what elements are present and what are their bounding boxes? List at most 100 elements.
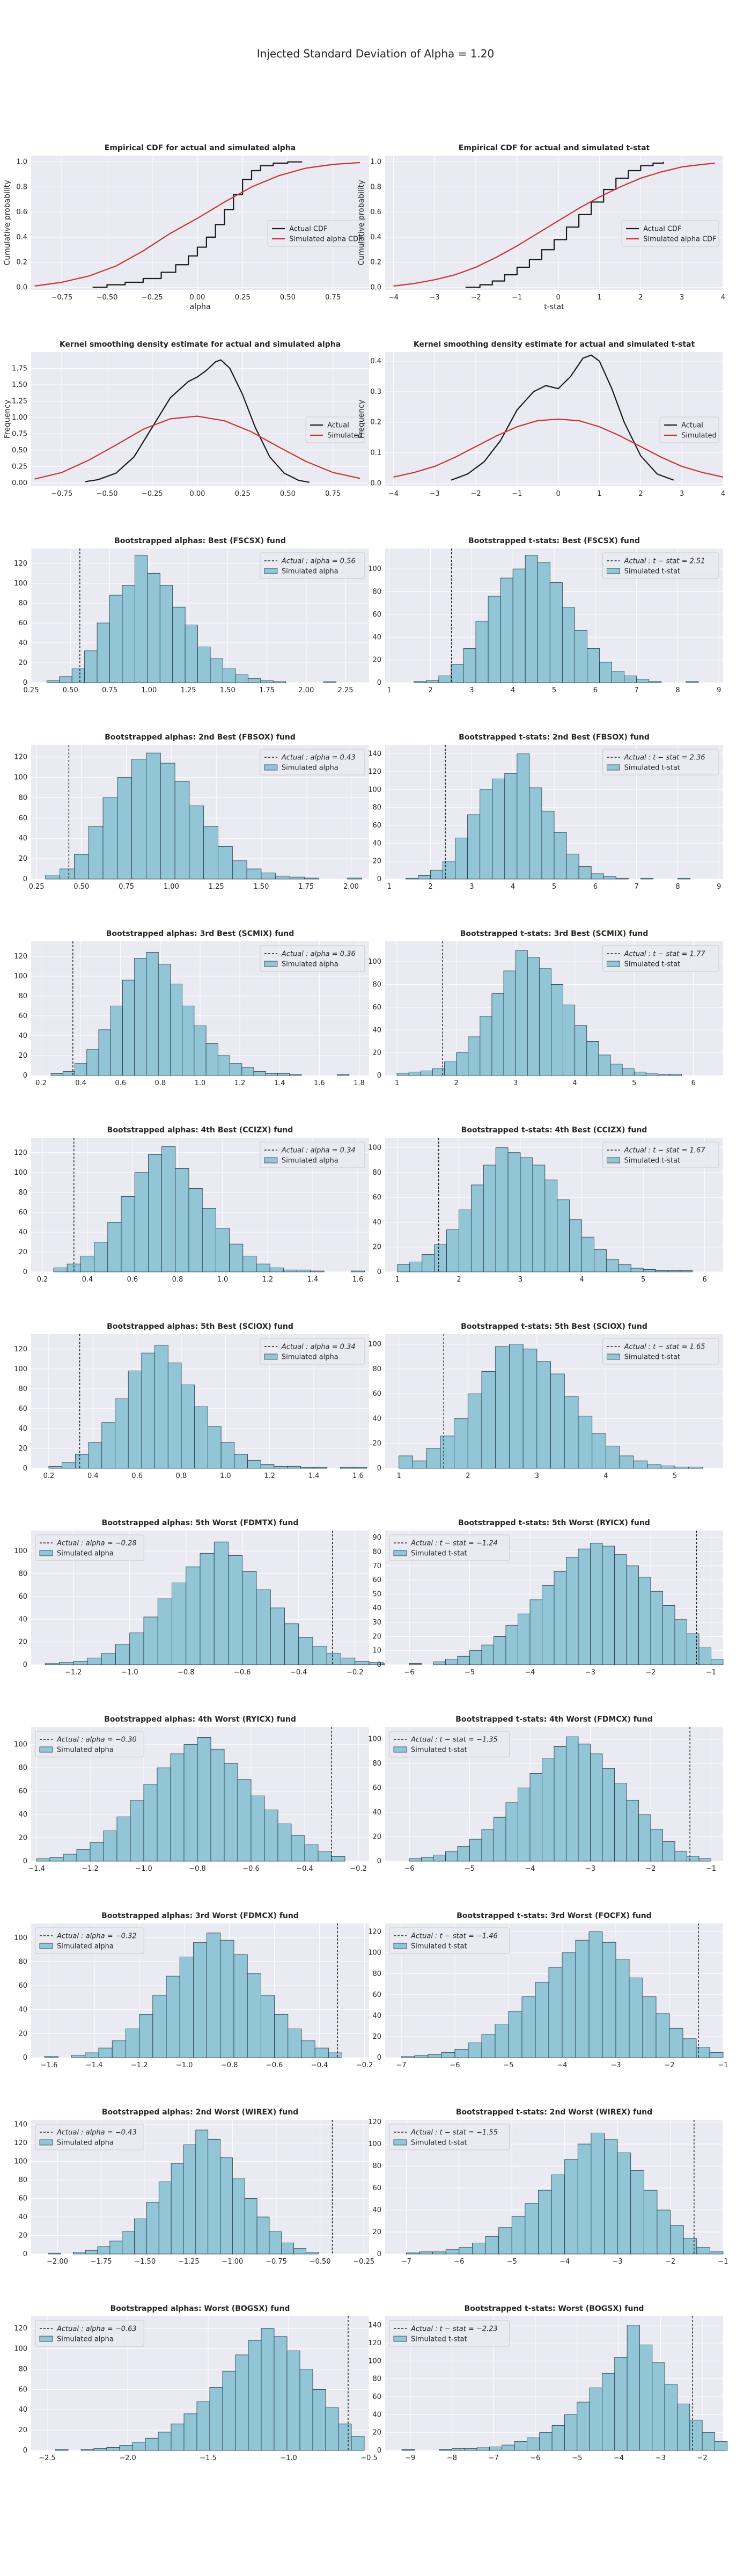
- y-tick-label: 1.00: [12, 414, 27, 422]
- legend-box-swatch: [607, 1353, 620, 1360]
- histogram-bar: [686, 681, 699, 683]
- histogram-bar: [102, 797, 118, 880]
- x-axis-label: t-stat: [544, 303, 564, 311]
- y-tick-label: 60: [18, 1593, 27, 1601]
- legend-label: Simulated: [327, 432, 363, 440]
- histogram-bar: [696, 2247, 710, 2255]
- chart-title: Bootstrapped t-stats: 4th Worst (FDMCX) …: [455, 1715, 652, 1724]
- y-tick-label: 60: [372, 611, 381, 619]
- x-tick-label: −5: [465, 1865, 475, 1873]
- histogram-bar: [229, 1243, 244, 1272]
- x-tick-label: 2.25: [338, 686, 354, 694]
- y-tick-label: 80: [372, 981, 381, 989]
- y-tick-label: 40: [372, 2012, 381, 2020]
- histogram-bar: [88, 826, 104, 880]
- series-line-1: [451, 354, 674, 481]
- x-tick-label: −5: [507, 2258, 517, 2266]
- x-tick-label: −4: [388, 294, 399, 302]
- histogram-bar: [472, 2243, 486, 2255]
- legend-label: Simulated t-stat: [624, 568, 681, 576]
- legend-box-swatch: [393, 1746, 407, 1753]
- x-tick-label: −3: [585, 1668, 595, 1677]
- histogram-bar: [48, 2252, 61, 2255]
- chart-title: Bootstrapped t-stats: 3rd Worst (FOCFX) …: [457, 1912, 652, 1920]
- x-tick-label: 0.8: [176, 1472, 187, 1480]
- histogram-bar: [606, 1445, 620, 1469]
- histogram-bar: [619, 1455, 634, 1469]
- histogram-bar: [45, 1663, 60, 1665]
- histogram-bar: [134, 2219, 147, 2255]
- x-tick-label: −1: [706, 1865, 716, 1873]
- histogram-bar: [527, 957, 540, 1076]
- y-tick-label: 100: [14, 774, 27, 782]
- y-tick-label: 60: [18, 1012, 27, 1020]
- legend-box-swatch: [39, 1943, 53, 1949]
- histogram-bar: [71, 668, 85, 683]
- histogram-bar: [314, 2047, 329, 2058]
- y-tick-label: 100: [14, 1169, 27, 1177]
- histogram-bar: [98, 2047, 113, 2058]
- x-tick-label: 5: [673, 1472, 677, 1480]
- histogram-bar: [529, 1773, 542, 1862]
- x-tick-label: −2.0: [119, 2454, 136, 2462]
- histogram-bar: [143, 1784, 158, 1862]
- histogram-bar: [498, 2227, 512, 2255]
- histogram-bar: [630, 2170, 644, 2255]
- y-tick-label: 0: [377, 1268, 381, 1276]
- histogram-bar: [186, 1567, 201, 1665]
- figure-suptitle: Injected Standard Deviation of Alpha = 1…: [256, 47, 495, 60]
- histogram-bar: [181, 1385, 195, 1469]
- histogram-bar: [318, 1851, 332, 1862]
- legend-label: Simulated alpha: [57, 1746, 114, 1754]
- histogram-bar: [351, 1270, 365, 1272]
- x-tick-label: −2.00: [47, 2258, 68, 2266]
- histogram-bar: [158, 2182, 172, 2255]
- x-tick-label: 0.4: [75, 1079, 86, 1087]
- histogram-bar: [80, 2449, 94, 2451]
- chart-panel-9: 0.2 0.4 0.6 0.8 1.0 1.2 1.4 1.6 1.8 0 20 40 60 80 100 1…: [14, 930, 369, 1087]
- legend-label: Simulated t-stat: [624, 1157, 681, 1165]
- y-tick-label: 100: [14, 1365, 27, 1373]
- histogram-bar: [587, 648, 600, 683]
- x-tick-label: 5: [632, 1079, 636, 1087]
- histogram-bar: [256, 2216, 270, 2255]
- legend-box: [35, 2320, 144, 2347]
- histogram-bar: [667, 1270, 681, 1272]
- x-tick-label: −6: [454, 2258, 464, 2266]
- x-tick-label: 2: [457, 1276, 461, 1284]
- chart-panel-23: −2.5 −2.0 −1.5 −1.0 −0.5020406080100120Boots…: [14, 2304, 378, 2462]
- histogram-bar: [550, 1373, 565, 1469]
- x-tick-label: −1: [512, 294, 522, 302]
- x-tick-label: −5: [572, 2454, 582, 2462]
- y-tick-label: 80: [372, 1970, 381, 1978]
- histogram-bar: [542, 1585, 555, 1665]
- histogram-bar: [618, 1264, 631, 1272]
- histogram-bar: [439, 2449, 452, 2451]
- histogram-bar: [63, 1854, 77, 1862]
- legend-label: Actual : alpha = 0.36: [281, 950, 356, 958]
- x-tick-label: −1.2: [82, 1865, 99, 1873]
- x-tick-label: 0.25: [24, 686, 39, 694]
- histogram-bar: [594, 1249, 607, 1272]
- histogram-bar: [53, 1268, 68, 1272]
- x-tick-label: −3: [610, 2061, 621, 2069]
- y-tick-label: 70: [372, 1562, 381, 1570]
- histogram-bar: [222, 2370, 236, 2451]
- histogram-bar: [554, 1746, 566, 1862]
- histogram-bar: [575, 1940, 590, 2058]
- histogram-bar: [459, 1209, 472, 1272]
- histogram-bar: [419, 2251, 433, 2255]
- histogram-bar: [94, 1242, 108, 1272]
- histogram-bar: [451, 664, 464, 683]
- y-tick-label: 0: [377, 1857, 381, 1865]
- legend-box: [35, 1927, 144, 1954]
- histogram-bar: [426, 1448, 441, 1469]
- legend-box-swatch: [393, 2139, 407, 2146]
- x-tick-label: −3: [656, 2454, 666, 2462]
- chart-panel-18: −6 −5 −4 −3 −2 −1 0 20 40 60 80 100 Bootstrapped t-s…: [368, 1715, 723, 1873]
- x-tick-label: 0.75: [119, 883, 134, 891]
- chart-panel-21: −2.00 −1.75 −1.50 −1.25 −1.00 −0.75 −0.50 −0.25…: [14, 2108, 374, 2266]
- y-tick-label: 0.6: [16, 208, 27, 216]
- histogram-bar: [289, 1074, 302, 1076]
- x-tick-label: −0.50: [97, 294, 118, 302]
